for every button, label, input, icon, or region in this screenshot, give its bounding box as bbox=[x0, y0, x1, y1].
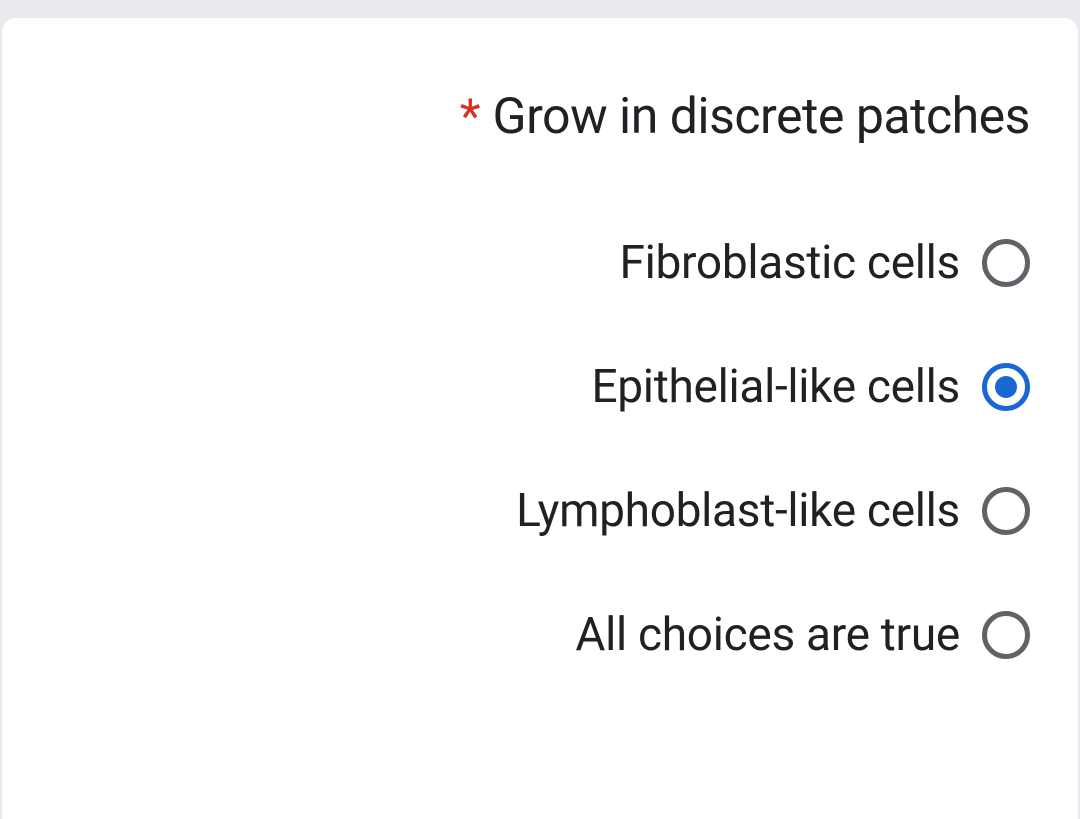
option-row[interactable]: Fibroblastic cells bbox=[50, 236, 1030, 290]
option-row[interactable]: Epithelial-like cells bbox=[50, 360, 1030, 414]
options-list: Fibroblastic cells Epithelial-like cells… bbox=[50, 236, 1030, 662]
option-label: Epithelial-like cells bbox=[591, 360, 960, 414]
option-label: Fibroblastic cells bbox=[620, 236, 961, 290]
question-row: * Grow in discrete patches bbox=[50, 88, 1030, 146]
radio-icon[interactable] bbox=[982, 239, 1030, 287]
question-text: Grow in discrete patches bbox=[493, 88, 1030, 146]
option-label: All choices are true bbox=[575, 608, 960, 662]
radio-icon[interactable] bbox=[982, 611, 1030, 659]
radio-icon[interactable] bbox=[982, 487, 1030, 535]
option-label: Lymphoblast-like cells bbox=[516, 484, 960, 538]
question-card: * Grow in discrete patches Fibroblastic … bbox=[2, 18, 1078, 819]
required-star-icon: * bbox=[460, 93, 481, 141]
radio-icon[interactable] bbox=[982, 363, 1030, 411]
option-row[interactable]: All choices are true bbox=[50, 608, 1030, 662]
option-row[interactable]: Lymphoblast-like cells bbox=[50, 484, 1030, 538]
